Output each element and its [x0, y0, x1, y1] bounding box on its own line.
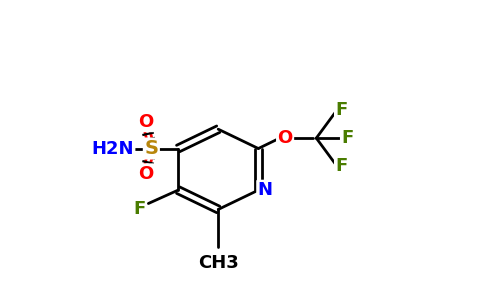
Text: CH3: CH3	[198, 254, 239, 272]
Text: F: F	[335, 101, 348, 119]
Text: F: F	[335, 157, 348, 175]
Text: H2N: H2N	[91, 140, 134, 158]
Text: N: N	[257, 181, 272, 199]
Text: O: O	[138, 165, 153, 183]
Text: O: O	[138, 113, 153, 131]
Text: F: F	[133, 200, 146, 218]
Text: S: S	[144, 139, 158, 158]
Text: F: F	[341, 129, 354, 147]
Text: O: O	[277, 129, 293, 147]
